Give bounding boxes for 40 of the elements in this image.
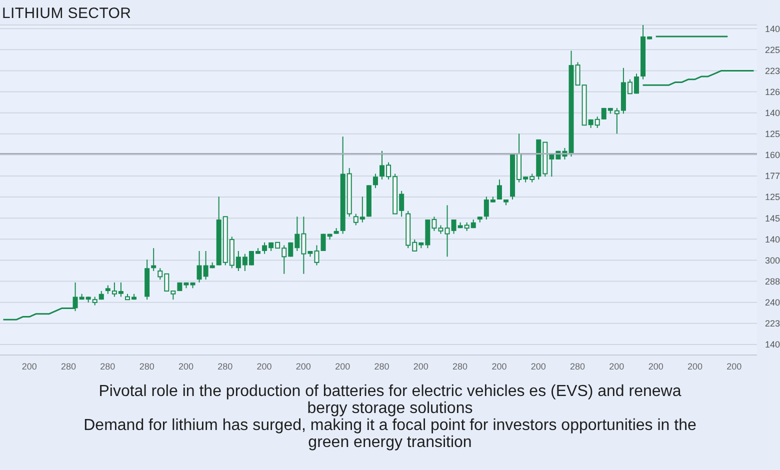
x-tick-label: 280 — [61, 361, 76, 372]
x-tick-label: 200 — [530, 361, 546, 372]
x-tick-label: 200 — [648, 361, 664, 372]
text: 140 — [765, 340, 780, 350]
text: 140 — [765, 24, 780, 34]
x-tick-label: 280 — [218, 361, 233, 372]
x-tick-label: 200 — [687, 361, 703, 372]
text: 140 — [765, 108, 780, 118]
text: 240 — [765, 298, 780, 308]
x-tick-label: 280 — [374, 361, 390, 372]
text: 125 — [765, 192, 780, 202]
x-tick-label: 200 — [492, 361, 507, 372]
text: 177 — [765, 171, 780, 182]
x-tick-label: 200 — [726, 361, 742, 372]
x-tick-label: 280 — [570, 361, 586, 372]
text: 140 — [765, 234, 780, 244]
text: 126 — [765, 86, 780, 97]
text: Pivotal role in the production of batteries for electric vehicles es (EVS) and renewa bergy storage solutions — [98, 383, 682, 417]
x-tick-label: 200 — [335, 361, 350, 372]
text: Demand for lithium has surged, making it a focal point for investors opportunities in the green energy transition — [82, 417, 698, 451]
text: 288 — [765, 276, 780, 286]
text: 225 — [765, 44, 780, 55]
candlestick — [496, 178, 502, 200]
x-tick-label: 200 — [413, 361, 428, 372]
x-tick-label: 200 — [609, 361, 624, 372]
text: 125 — [765, 129, 780, 140]
x-tick-label: 280 — [100, 361, 116, 372]
x-tick-label: 200 — [296, 361, 311, 372]
text: 223 — [765, 318, 780, 329]
x-tick-label: 280 — [452, 361, 468, 372]
text: 145 — [765, 213, 780, 224]
text: 160 — [765, 150, 780, 160]
chart-title: LITHIUM SECTOR — [2, 5, 132, 22]
x-tick-label: 200 — [22, 361, 37, 372]
text: 300 — [765, 255, 780, 266]
text: 223 — [765, 66, 780, 76]
x-tick-label: 200 — [178, 361, 194, 372]
candlestick — [372, 173, 378, 189]
x-tick-label: 200 — [256, 361, 272, 372]
x-tick-label: 280 — [139, 361, 154, 372]
